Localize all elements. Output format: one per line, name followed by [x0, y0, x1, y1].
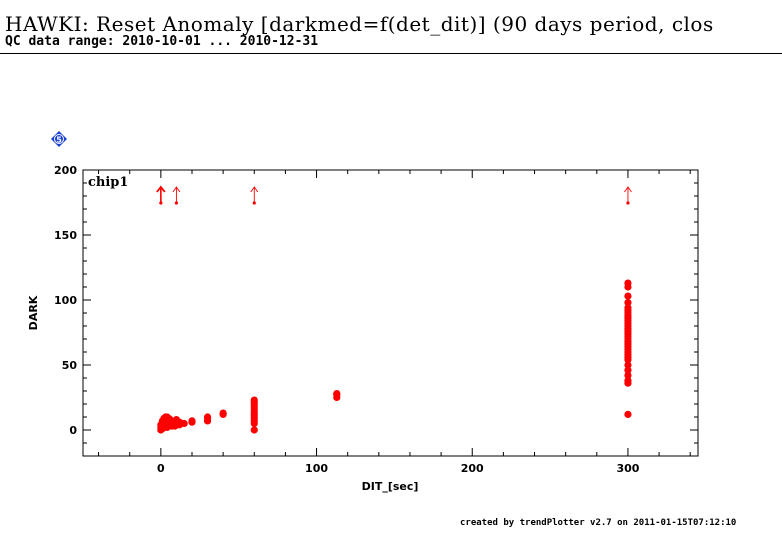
title-divider	[0, 53, 782, 54]
x-tick-label: 200	[461, 462, 484, 475]
data-point	[624, 366, 632, 374]
plot-number-badge: 5	[51, 131, 67, 147]
arrow-head	[172, 186, 181, 193]
y-axis-title: DARK	[27, 295, 40, 330]
data-point	[250, 396, 258, 404]
data-point	[624, 304, 632, 312]
arrow-head	[624, 186, 632, 193]
data-point	[219, 409, 227, 417]
arrow-base-dot	[252, 201, 256, 205]
badge-ring	[54, 134, 64, 144]
footer-credit: created by trendPlotter v2.7 on 2011-01-…	[460, 518, 737, 528]
off-scale-arrow	[156, 185, 166, 205]
data-point	[624, 410, 632, 418]
arrow-base-dot	[174, 201, 179, 205]
x-tick-label: 100	[305, 462, 328, 475]
off-scale-arrow	[172, 186, 181, 205]
data-points	[156, 185, 632, 434]
data-point	[188, 417, 196, 425]
data-point	[624, 292, 632, 300]
data-point	[624, 371, 632, 379]
data-point	[203, 413, 212, 421]
y-tick-label: 200	[54, 164, 77, 177]
x-tick-label: 0	[157, 462, 165, 475]
page-title: HAWKI: Reset Anomaly [darkmed=f(det_dit)…	[5, 12, 714, 36]
diamond-icon	[51, 131, 67, 147]
data-point	[333, 390, 341, 398]
axes: 0 100 200 300 0 50 100 150 200	[54, 164, 698, 475]
qc-data-range: QC data range: 2010-10-01 ... 2010-12-31	[5, 34, 319, 49]
y-tick-label: 50	[62, 359, 78, 372]
y-tick-label: 100	[54, 294, 77, 307]
y-tick-label: 150	[54, 229, 77, 242]
off-scale-arrow	[624, 186, 632, 205]
y-tick-label: 0	[69, 424, 77, 437]
data-point	[624, 299, 632, 307]
x-tick-label: 300	[616, 462, 639, 475]
panel-label: chip1	[88, 175, 128, 190]
data-point	[250, 426, 258, 434]
x-axis-title: DIT_[sec]	[362, 480, 419, 493]
off-scale-arrow	[250, 186, 259, 205]
data-point	[624, 377, 632, 385]
arrow-head	[156, 185, 166, 193]
arrow-head	[250, 186, 259, 193]
data-point	[624, 279, 632, 287]
arrow-base-dot	[159, 201, 163, 205]
badge-number: 5	[56, 136, 62, 145]
data-point	[624, 361, 632, 369]
arrow-base-dot	[626, 201, 630, 205]
data-point	[180, 419, 188, 428]
plot-frame	[82, 169, 699, 457]
